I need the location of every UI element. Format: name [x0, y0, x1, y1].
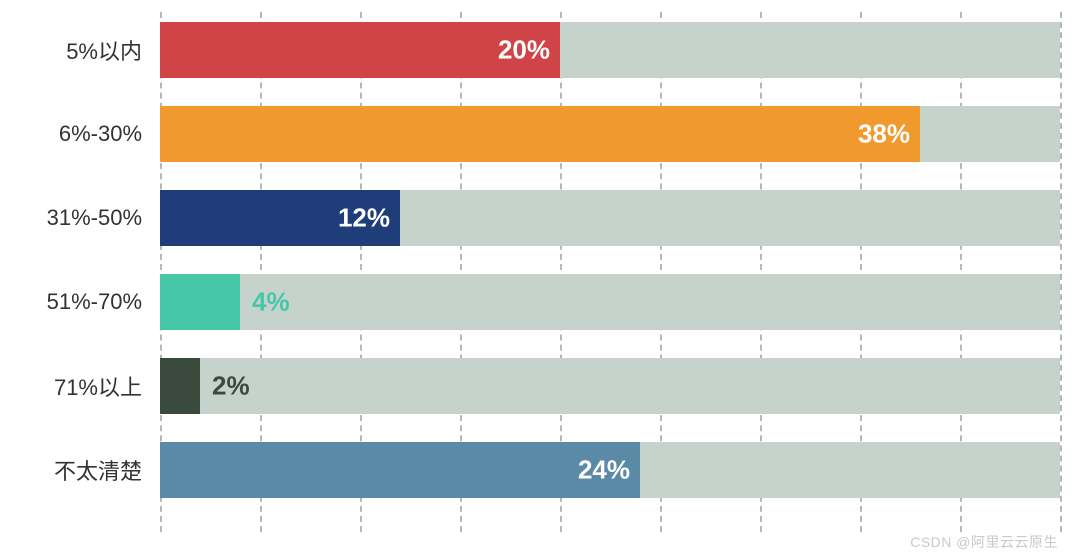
bar: 38%	[160, 106, 920, 162]
bar: 20%	[160, 22, 560, 78]
value-label: 12%	[338, 203, 390, 234]
bar-track	[160, 358, 1060, 414]
bar-row: 31%-50%12%	[160, 190, 1060, 246]
plot-area: 5%以内20% 6%-30%38% 31%-50%12% 51%-70%4% 71%以上…	[160, 12, 1060, 532]
value-label: 24%	[578, 455, 630, 486]
bar: 2%	[160, 358, 200, 414]
bar-row: 51%-70%4%	[160, 274, 1060, 330]
bar-row: 6%-30%38%	[160, 106, 1060, 162]
watermark-text: CSDN @阿里云云原生	[910, 532, 1058, 552]
bar-row: 5%以内20%	[160, 22, 1060, 78]
category-label: 5%以内	[10, 34, 160, 66]
category-label: 71%以上	[10, 370, 160, 402]
bar-row: 71%以上2%	[160, 358, 1060, 414]
bar-track	[160, 274, 1060, 330]
category-label: 不太清楚	[10, 454, 160, 486]
value-label: 2%	[212, 371, 250, 402]
gridline	[1060, 12, 1062, 532]
bar-row: 不太清楚24%	[160, 442, 1060, 498]
value-label: 4%	[252, 287, 290, 318]
category-label: 6%-30%	[10, 121, 160, 147]
bar-chart: 5%以内20%6%-30%38%31%-50%12%51%-70%4%71%以上…	[0, 0, 1072, 530]
bar-rows: 5%以内20% 6%-30%38% 31%-50%12% 51%-70%4% 71%以上…	[160, 22, 1060, 498]
value-label: 20%	[498, 35, 550, 66]
category-label: 51%-70%	[10, 289, 160, 315]
bar: 4%	[160, 274, 240, 330]
bar: 24%	[160, 442, 640, 498]
bar: 12%	[160, 190, 400, 246]
value-label: 38%	[858, 119, 910, 150]
category-label: 31%-50%	[10, 205, 160, 231]
